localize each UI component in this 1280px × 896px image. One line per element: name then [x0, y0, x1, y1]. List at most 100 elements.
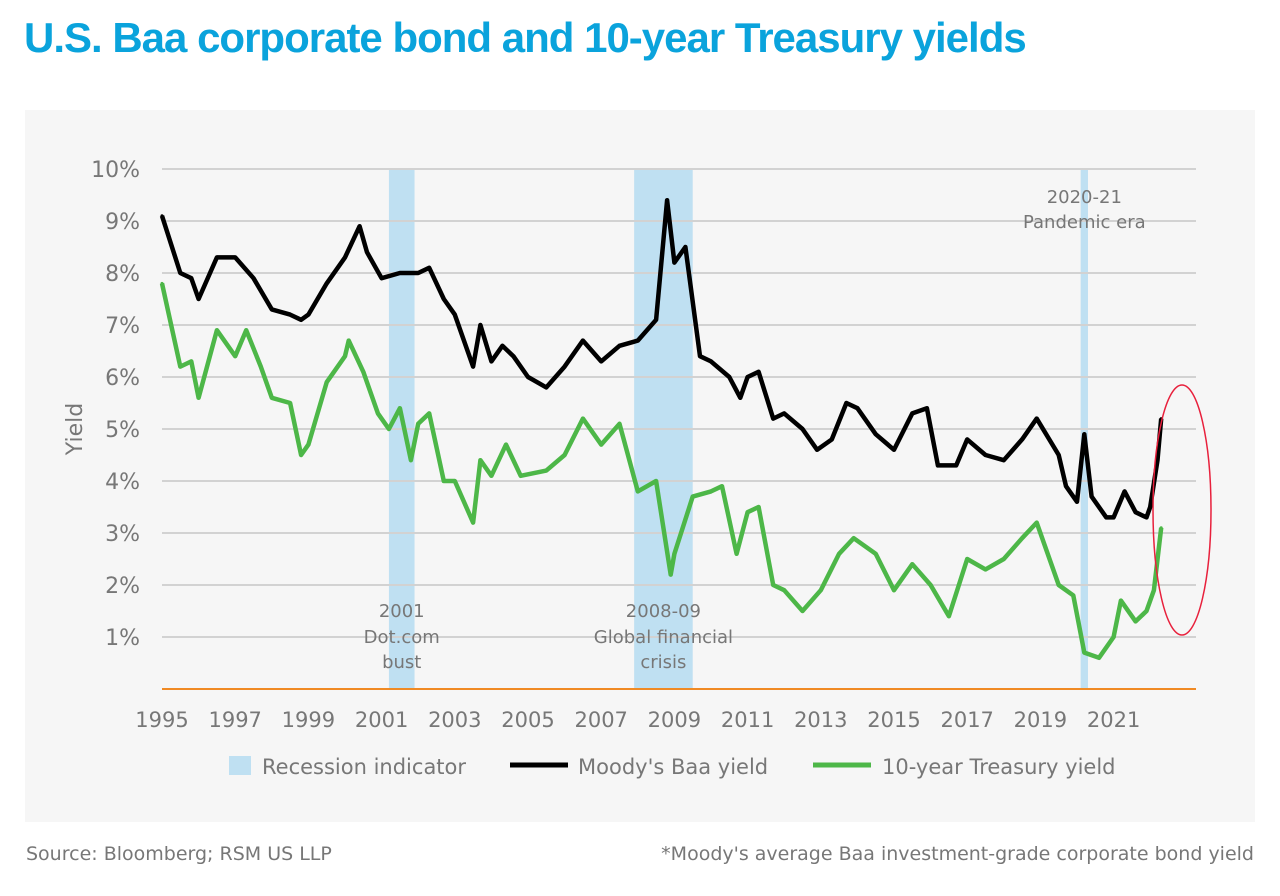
treasury-point	[1082, 651, 1086, 655]
baa-point	[544, 385, 548, 389]
y-tick-label: 3%	[105, 522, 140, 547]
treasury-point	[984, 567, 987, 571]
y-tick-label: 1%	[105, 626, 140, 651]
legend-label: Moody's Baa yield	[578, 755, 768, 779]
treasury-point	[618, 422, 621, 426]
recession-annotation: 2008-09	[626, 601, 701, 622]
treasury-yield-line	[159, 282, 1164, 661]
baa-point	[398, 271, 402, 275]
treasury-point	[929, 583, 933, 587]
baa-point	[581, 339, 585, 343]
treasury-point	[478, 458, 482, 462]
treasury-point	[947, 614, 951, 618]
recession-annotation: Global financial	[594, 627, 733, 648]
baa-point	[965, 437, 969, 441]
treasury-point	[691, 495, 695, 499]
treasury-point	[636, 489, 640, 493]
y-axis-label: Yield	[63, 403, 88, 456]
baa-point	[709, 359, 713, 363]
baa-point	[325, 281, 329, 285]
treasury-point	[471, 521, 475, 525]
baa-point	[925, 406, 929, 410]
baa-point	[500, 344, 504, 348]
baa-point	[358, 224, 362, 228]
recession-annotation: bust	[382, 652, 421, 673]
x-tick-label: 2009	[648, 708, 701, 732]
baa-point	[746, 375, 750, 379]
recession-annotation: 2020-21	[1047, 187, 1122, 208]
baa-point	[1104, 515, 1108, 519]
treasury-point	[757, 505, 761, 509]
treasury-point	[654, 479, 658, 483]
baa-point	[288, 313, 292, 317]
baa-point	[1145, 515, 1149, 519]
baa-point	[380, 276, 384, 280]
y-tick-label: 10%	[91, 158, 140, 183]
x-tick-label: 2001	[355, 708, 408, 732]
baa-point	[563, 365, 567, 369]
treasury-point	[852, 536, 856, 540]
treasury-point	[244, 328, 248, 332]
treasury-point	[819, 588, 823, 592]
y-tick-label: 2%	[105, 574, 140, 599]
treasury-point	[782, 588, 786, 592]
treasury-point	[160, 281, 164, 285]
baa-point	[782, 411, 786, 415]
treasury-point	[398, 406, 402, 410]
baa-point	[698, 354, 702, 358]
treasury-point	[965, 557, 969, 561]
treasury-point	[504, 443, 508, 447]
x-tick-label: 2007	[574, 708, 627, 732]
baa-point	[936, 463, 940, 467]
baa-point	[299, 318, 303, 322]
baa-point	[757, 370, 761, 374]
treasury-point	[1152, 588, 1156, 592]
recession-annotation: crisis	[640, 652, 686, 673]
legend-label: Recession indicator	[262, 755, 466, 779]
baa-point	[830, 437, 834, 441]
treasury-point	[910, 562, 914, 566]
treasury-point	[1119, 599, 1123, 603]
treasury-point	[325, 380, 329, 384]
treasury-point	[299, 453, 303, 457]
treasury-point	[1159, 526, 1163, 530]
baa-point	[1020, 437, 1024, 441]
y-tick-label: 5%	[105, 418, 140, 443]
baa-point	[984, 453, 987, 457]
treasury-point	[544, 469, 548, 473]
treasury-point	[215, 328, 219, 332]
treasury-point	[343, 354, 347, 358]
treasury-point	[347, 339, 351, 343]
baa-point	[1123, 489, 1127, 493]
baa-point	[771, 417, 775, 421]
legend-swatch-recession	[229, 756, 251, 775]
baa-point	[442, 297, 446, 301]
baa-point	[478, 323, 482, 327]
treasury-point	[519, 474, 523, 478]
baa-point	[654, 318, 658, 322]
treasury-point	[442, 479, 446, 483]
baa-point	[1075, 500, 1079, 504]
treasury-point	[1097, 656, 1101, 660]
x-tick-label: 2005	[501, 708, 554, 732]
baa-point	[874, 432, 878, 436]
treasury-point	[178, 365, 182, 369]
baa-point	[453, 313, 457, 317]
baa-point	[618, 344, 621, 348]
treasury-point	[416, 422, 420, 426]
treasury-point	[197, 396, 201, 400]
treasury-point	[1035, 521, 1039, 525]
x-tick-label: 2003	[428, 708, 481, 732]
treasury-point	[489, 474, 493, 478]
treasury-point	[735, 552, 739, 556]
treasury-point	[581, 417, 585, 421]
baa-point	[1134, 510, 1138, 514]
treasury-point	[771, 583, 775, 587]
treasury-point	[1112, 635, 1116, 639]
treasury-point	[669, 573, 673, 577]
treasury-point	[1134, 619, 1138, 623]
treasury-point	[376, 411, 380, 415]
treasury-point	[837, 552, 841, 556]
treasury-point	[306, 443, 310, 447]
baa-point	[738, 396, 742, 400]
